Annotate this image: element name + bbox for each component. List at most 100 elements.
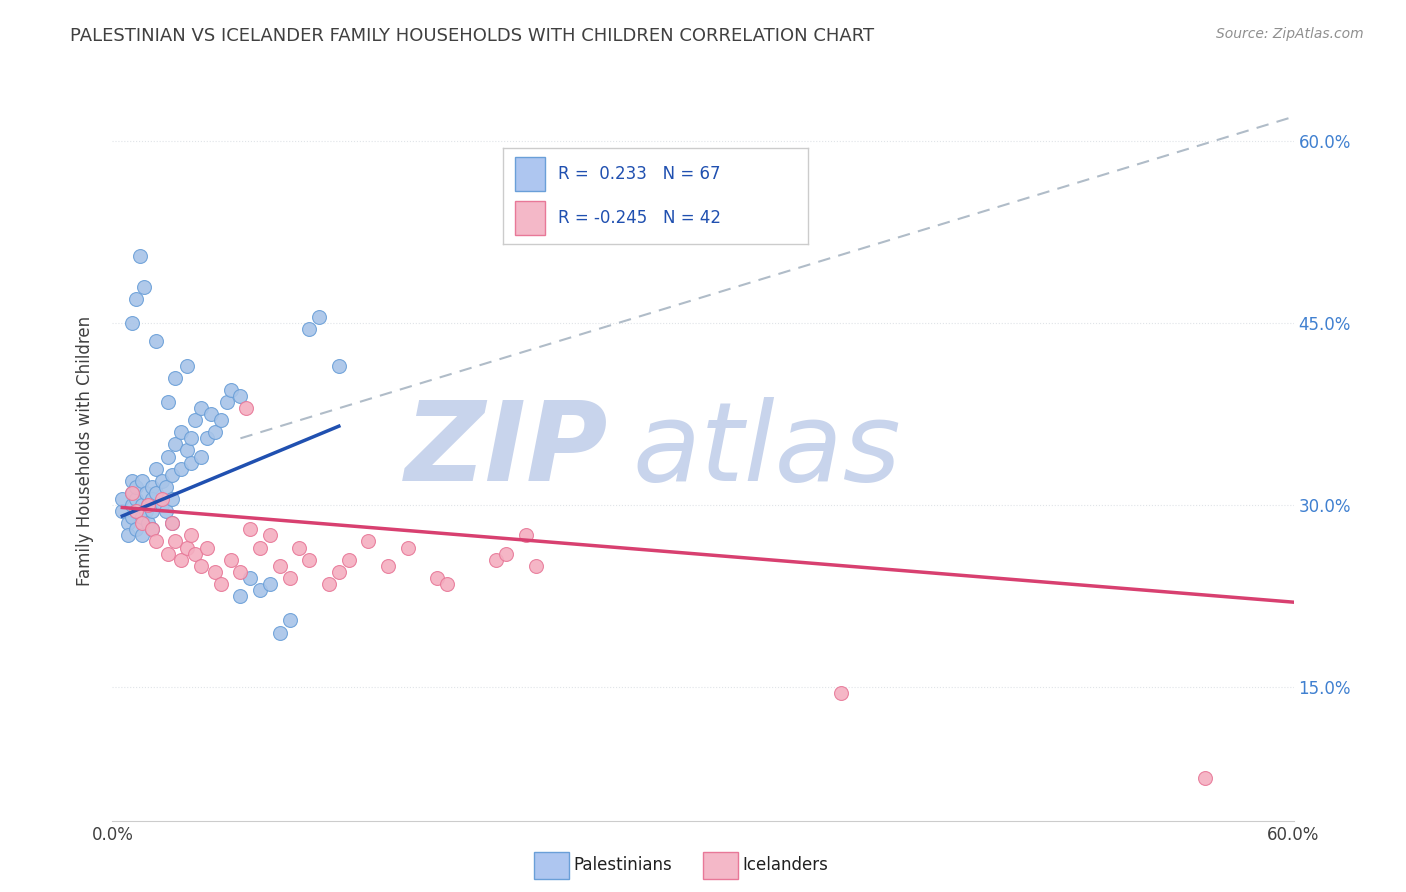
Point bbox=[160, 467, 183, 482]
Point bbox=[436, 577, 458, 591]
Point bbox=[318, 577, 340, 591]
Point bbox=[136, 498, 159, 512]
Point bbox=[180, 431, 202, 445]
Point bbox=[141, 480, 163, 494]
Point bbox=[229, 589, 252, 603]
Y-axis label: Family Households with Children: Family Households with Children bbox=[76, 316, 94, 585]
Point bbox=[131, 510, 153, 524]
Point bbox=[160, 491, 183, 506]
Point bbox=[129, 249, 152, 263]
Point bbox=[278, 571, 301, 585]
Point bbox=[111, 491, 134, 506]
Text: atlas: atlas bbox=[633, 397, 901, 504]
Point bbox=[125, 504, 148, 518]
Point bbox=[150, 498, 173, 512]
Point bbox=[141, 522, 163, 536]
Point bbox=[156, 450, 179, 464]
Point bbox=[111, 504, 134, 518]
Point bbox=[259, 528, 281, 542]
Point bbox=[200, 407, 222, 421]
Point bbox=[121, 316, 143, 330]
Text: R =  0.233   N = 67: R = 0.233 N = 67 bbox=[558, 165, 720, 183]
Point bbox=[1194, 771, 1216, 785]
Point bbox=[145, 534, 167, 549]
Text: R = -0.245   N = 42: R = -0.245 N = 42 bbox=[558, 209, 720, 227]
Point bbox=[209, 413, 232, 427]
Point bbox=[229, 389, 252, 403]
Point bbox=[195, 541, 218, 555]
Point bbox=[170, 461, 193, 475]
Point bbox=[239, 571, 262, 585]
Point bbox=[377, 558, 399, 573]
Point bbox=[190, 450, 212, 464]
Point bbox=[125, 522, 148, 536]
Point bbox=[121, 486, 143, 500]
Point bbox=[485, 552, 508, 566]
Point bbox=[121, 474, 143, 488]
Point bbox=[141, 522, 163, 536]
Point bbox=[136, 516, 159, 531]
Point bbox=[135, 504, 157, 518]
Point bbox=[249, 541, 271, 555]
Point bbox=[176, 443, 198, 458]
Point bbox=[184, 413, 207, 427]
Point bbox=[165, 437, 187, 451]
Point bbox=[145, 334, 167, 349]
Point bbox=[215, 395, 238, 409]
Text: ZIP: ZIP bbox=[405, 397, 609, 504]
Bar bbox=[515, 201, 546, 235]
Point bbox=[239, 522, 262, 536]
Point bbox=[235, 401, 257, 415]
Point bbox=[195, 431, 218, 445]
Point bbox=[141, 504, 163, 518]
Text: Icelanders: Icelanders bbox=[742, 856, 828, 874]
Point bbox=[131, 474, 153, 488]
Point bbox=[278, 613, 301, 627]
Point bbox=[298, 322, 321, 336]
Point bbox=[259, 577, 281, 591]
Point bbox=[219, 383, 242, 397]
Point bbox=[131, 528, 153, 542]
Bar bbox=[515, 157, 546, 191]
Point bbox=[357, 534, 380, 549]
Point bbox=[180, 456, 202, 470]
Point bbox=[156, 395, 179, 409]
Point bbox=[190, 401, 212, 415]
Point bbox=[170, 552, 193, 566]
Point bbox=[308, 310, 330, 324]
Point bbox=[328, 359, 350, 373]
Point bbox=[298, 552, 321, 566]
Point bbox=[328, 565, 350, 579]
Point bbox=[156, 547, 179, 561]
Point bbox=[136, 498, 159, 512]
Point bbox=[150, 474, 173, 488]
Point bbox=[131, 516, 153, 531]
Point bbox=[117, 528, 139, 542]
Point bbox=[125, 480, 148, 494]
Point bbox=[190, 558, 212, 573]
Point bbox=[524, 558, 547, 573]
Point bbox=[155, 504, 177, 518]
Point bbox=[165, 534, 187, 549]
Point bbox=[269, 558, 291, 573]
Point bbox=[176, 359, 198, 373]
Point bbox=[160, 516, 183, 531]
Point bbox=[204, 425, 226, 440]
Point bbox=[155, 480, 177, 494]
Point bbox=[229, 565, 252, 579]
Point bbox=[125, 504, 148, 518]
Point bbox=[145, 461, 167, 475]
Point bbox=[176, 541, 198, 555]
Point bbox=[426, 571, 449, 585]
Point bbox=[288, 541, 311, 555]
Point bbox=[132, 279, 155, 293]
Point bbox=[209, 577, 232, 591]
Point bbox=[269, 625, 291, 640]
Point bbox=[135, 486, 157, 500]
Point bbox=[131, 498, 153, 512]
Text: PALESTINIAN VS ICELANDER FAMILY HOUSEHOLDS WITH CHILDREN CORRELATION CHART: PALESTINIAN VS ICELANDER FAMILY HOUSEHOL… bbox=[70, 27, 875, 45]
Point bbox=[337, 552, 360, 566]
Point bbox=[515, 528, 537, 542]
Point bbox=[396, 541, 419, 555]
Point bbox=[170, 425, 193, 440]
